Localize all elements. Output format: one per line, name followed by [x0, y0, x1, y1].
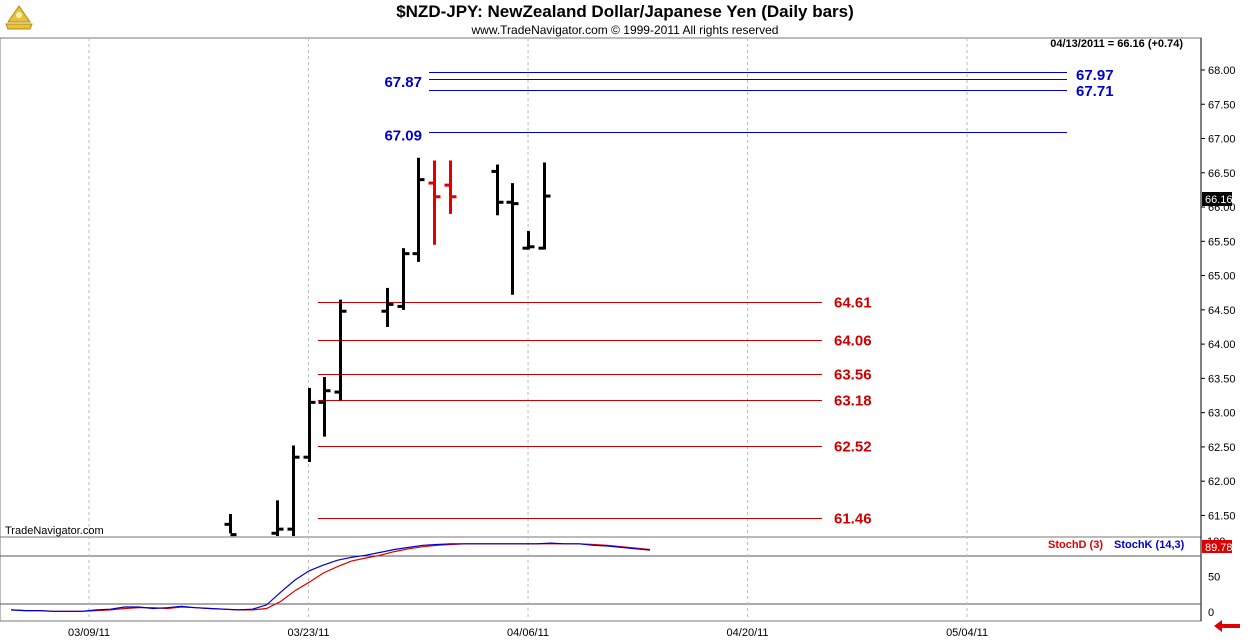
- last-price-label: 66.16: [1205, 194, 1233, 206]
- vertical-gridlines: [88, 38, 968, 621]
- y-tick-label: 68.00: [1208, 65, 1236, 77]
- stoch-k-legend: StochK (14,3): [1114, 539, 1185, 551]
- date-axis: 03/09/11 03/23/11 04/06/11 04/20/11 05/04/11: [68, 627, 988, 639]
- y-tick-label: 65.50: [1208, 236, 1236, 248]
- y-tick-label: 65.00: [1208, 271, 1236, 283]
- y-tick-label: 66.50: [1208, 168, 1236, 180]
- x-tick-label: 03/09/11: [68, 627, 110, 639]
- y-tick-label: 62.00: [1208, 476, 1236, 488]
- support-level-label: 63.18: [834, 393, 872, 410]
- y-tick-label: 62.50: [1208, 442, 1236, 454]
- y-tick-label: 67.00: [1208, 134, 1236, 146]
- stochastic-pane: [0, 536, 1202, 622]
- x-tick-label: 03/23/11: [288, 627, 330, 639]
- stoch-series-line: [10, 543, 651, 612]
- y-tick-label: 64.50: [1208, 305, 1236, 317]
- support-level-label: 64.06: [834, 333, 872, 350]
- fibonacci-levels: 64.61 64.06 63.56 63.18 62.52 61.46 67.97 67.87…: [318, 67, 1114, 528]
- support-level-label: 61.46: [834, 511, 872, 528]
- last-price-box: [1202, 192, 1232, 206]
- stoch-tick-label: 0: [1208, 607, 1214, 619]
- price-axis: 61.50 62.00 62.50 63.00 63.50 64.00 64.50 65.00…: [1201, 65, 1236, 522]
- stochastic-lines: 0 50: [10, 542, 1220, 619]
- ohlc-bars: [224, 157, 551, 537]
- support-level-label: 62.52: [834, 439, 872, 456]
- resistance-level-label: 67.87: [384, 74, 422, 91]
- stoch-last-label: 89.78: [1205, 542, 1233, 554]
- resistance-level-label: 67.09: [384, 127, 422, 144]
- resistance-level-label: 67.71: [1076, 83, 1114, 100]
- x-tick-label: 04/20/11: [727, 627, 769, 639]
- scroll-left-arrow-icon[interactable]: [1214, 620, 1240, 632]
- stoch-d-legend: StochD (3): [1048, 539, 1103, 551]
- logo-icon[interactable]: [4, 5, 34, 31]
- resistance-level-label: 67.97: [1076, 67, 1114, 84]
- watermark: TradeNavigator.com: [5, 525, 104, 537]
- price-pane: [0, 37, 1202, 538]
- y-tick-label: 64.00: [1208, 339, 1236, 351]
- x-tick-label: 04/06/11: [507, 627, 549, 639]
- stoch-last-box: [1202, 540, 1232, 553]
- y-tick-label: 61.50: [1208, 510, 1236, 522]
- y-tick-label: 67.50: [1208, 99, 1236, 111]
- x-tick-label: 05/04/11: [946, 627, 988, 639]
- stoch-tick-label: 50: [1208, 572, 1220, 584]
- stoch-series-line: [10, 542, 651, 612]
- copyright-text: www.TradeNavigator.com © 1999-2011 All r…: [471, 23, 779, 37]
- last-quote: 04/13/2011 = 66.16 (+0.74): [1050, 38, 1183, 50]
- y-tick-label: 63.50: [1208, 373, 1236, 385]
- support-level-label: 63.56: [834, 367, 872, 384]
- support-level-label: 64.61: [834, 295, 872, 312]
- y-tick-label: 63.00: [1208, 408, 1236, 420]
- chart-title: $NZD-JPY: NewZealand Dollar/Japanese Yen…: [396, 2, 854, 21]
